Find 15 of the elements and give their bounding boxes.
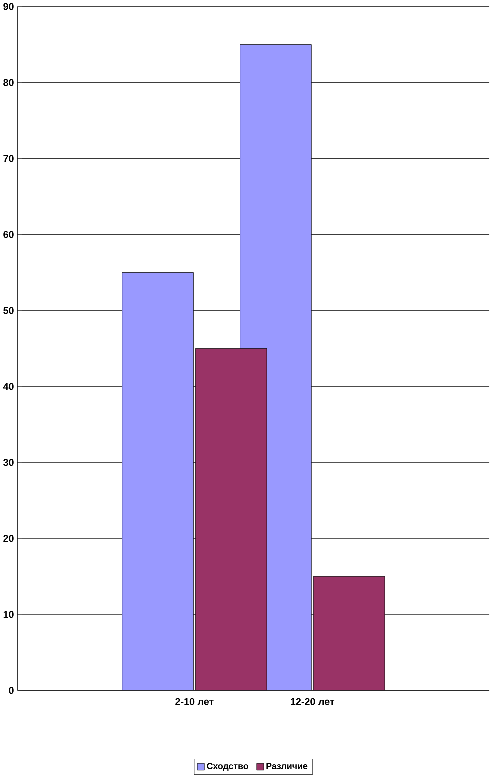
y-tick-label: 60 [4, 231, 14, 238]
x-tick-label: 12-20 лет [291, 698, 335, 706]
legend-label: Сходство [207, 763, 249, 772]
y-tick-label: 70 [4, 155, 14, 162]
y-tick-label: 10 [4, 611, 14, 618]
legend-label: Различие [266, 763, 308, 770]
y-tick-label: 30 [4, 459, 14, 466]
bar [122, 272, 194, 691]
y-tick-label: 40 [4, 383, 14, 390]
y-tick-label: 0 [9, 687, 14, 694]
x-tick-label: 2-10 лет [176, 698, 214, 706]
y-tick-label: 80 [4, 79, 14, 86]
y-tick-label: 90 [4, 3, 14, 10]
y-tick-label: 20 [4, 535, 14, 542]
y-tick-label: 50 [4, 307, 14, 314]
